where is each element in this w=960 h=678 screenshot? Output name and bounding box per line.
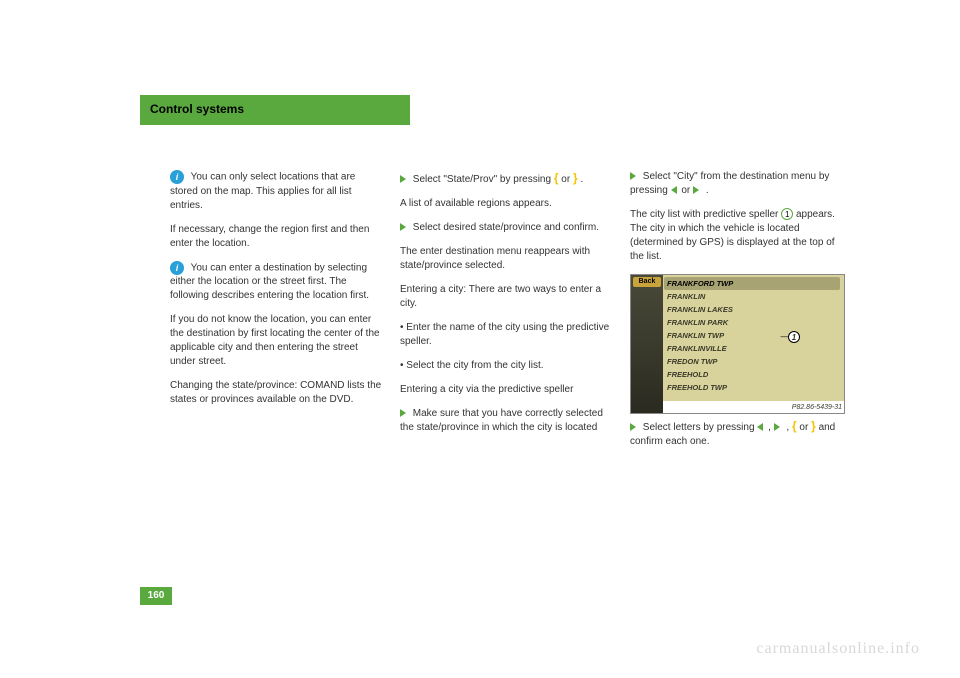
c3p3d: or bbox=[799, 422, 808, 433]
col3-para2: The city list with predictive speller 1 … bbox=[630, 208, 845, 264]
col2-bullet2: • Select the city from the city list. bbox=[400, 359, 615, 373]
step-arrow-icon bbox=[400, 409, 406, 417]
col1-para1: If necessary, change the region first an… bbox=[170, 223, 385, 251]
column-1: i You can only select locations that are… bbox=[170, 170, 385, 417]
c2p5: Make sure that you have correctly select… bbox=[400, 408, 603, 433]
b2: Select the city from the city list. bbox=[406, 360, 543, 371]
list-item: FRANKLIN LAKES bbox=[667, 303, 840, 316]
col2-para4: Entering a city via the predictive spell… bbox=[400, 383, 615, 397]
figure-part-number: P82.86-5439-31 bbox=[792, 404, 842, 411]
col2-para2b: The enter destination menu reappears wit… bbox=[400, 245, 615, 273]
c3p1a: Select "City" from the destination menu … bbox=[630, 171, 829, 196]
nav-city-list: FRANKFORD TWP FRANKLIN FRANKLIN LAKES FR… bbox=[663, 275, 844, 401]
c2p1b: or bbox=[561, 174, 570, 185]
col2-step1: Select "State/Prov" by pressing { or } . bbox=[400, 170, 615, 187]
step-arrow-icon bbox=[630, 172, 636, 180]
bracket-icon: { bbox=[554, 171, 559, 185]
info-icon: i bbox=[170, 170, 184, 184]
col3-step1: Select "City" from the destination menu … bbox=[630, 170, 845, 198]
col2-para3: Entering a city: There are two ways to e… bbox=[400, 283, 615, 311]
col3-step2: Select letters by pressing , , { or } an… bbox=[630, 418, 845, 449]
col1-para2: If you do not know the location, you can… bbox=[170, 313, 385, 369]
note1-text: You can only select locations that are s… bbox=[170, 172, 355, 211]
list-item: FREDON TWP bbox=[667, 355, 840, 368]
step-arrow-icon bbox=[630, 423, 636, 431]
list-item: FRANKLIN TWP —1 bbox=[667, 329, 840, 342]
row-txt: FRANKLIN TWP bbox=[667, 331, 724, 340]
bracket-icon: } bbox=[573, 171, 578, 185]
note2-text: You can enter a destination by selecting… bbox=[170, 262, 369, 301]
callout-1-icon: 1 bbox=[781, 208, 793, 220]
watermark: carmanualsonline.info bbox=[756, 640, 920, 658]
info-icon: i bbox=[170, 261, 184, 275]
note-1: i You can only select locations that are… bbox=[170, 170, 385, 213]
c2p1c: . bbox=[580, 174, 583, 185]
nav-screen-figure: Back FRANKFORD TWP FRANKLIN FRANKLIN LAK… bbox=[630, 274, 845, 414]
list-item: FRANKLIN bbox=[667, 290, 840, 303]
right-arrow-icon bbox=[693, 186, 699, 194]
b1: Enter the name of the city using the pre… bbox=[400, 322, 609, 347]
list-item: FRANKLIN PARK bbox=[667, 316, 840, 329]
list-item: FREEHOLD bbox=[667, 368, 840, 381]
c3p2a: The city list with predictive speller bbox=[630, 209, 778, 220]
nav-left-panel: Back bbox=[631, 275, 663, 413]
step-arrow-icon bbox=[400, 223, 406, 231]
note-2: i You can enter a destination by selecti… bbox=[170, 261, 385, 304]
col2-step3: Make sure that you have correctly select… bbox=[400, 407, 615, 435]
c3p1b: or bbox=[681, 185, 690, 196]
left-arrow-icon bbox=[757, 423, 763, 431]
left-arrow-icon bbox=[671, 186, 677, 194]
bracket-icon: { bbox=[792, 419, 797, 433]
right-arrow-icon bbox=[774, 423, 780, 431]
c3p3a: Select letters by pressing bbox=[643, 422, 755, 433]
col2-para1d: A list of available regions appears. bbox=[400, 197, 615, 211]
list-item: FRANKLINVILLE bbox=[667, 342, 840, 355]
column-2: Select "State/Prov" by pressing { or } .… bbox=[400, 170, 615, 445]
c2p1a: Select "State/Prov" by pressing bbox=[413, 174, 551, 185]
c3p3c: , bbox=[786, 422, 789, 433]
col2-step2: Select desired state/province and confir… bbox=[400, 221, 615, 235]
header-bar: Control systems bbox=[140, 95, 410, 125]
nav-back-button: Back bbox=[633, 277, 661, 287]
bracket-icon: } bbox=[811, 419, 816, 433]
column-3: Select "City" from the destination menu … bbox=[630, 170, 845, 459]
col2-bullet1: • Enter the name of the city using the p… bbox=[400, 321, 615, 349]
col1-para3: Changing the state/province: COMAND list… bbox=[170, 379, 385, 407]
step-arrow-icon bbox=[400, 175, 406, 183]
list-item: FREEHOLD TWP bbox=[667, 381, 840, 394]
page-number: 160 bbox=[140, 587, 172, 605]
header-title: Control systems bbox=[150, 102, 244, 116]
c3p3b: , bbox=[768, 422, 771, 433]
c2p2: Select desired state/province and confir… bbox=[413, 222, 599, 233]
c3p1c: . bbox=[706, 185, 709, 196]
list-item: FRANKFORD TWP bbox=[664, 277, 840, 290]
